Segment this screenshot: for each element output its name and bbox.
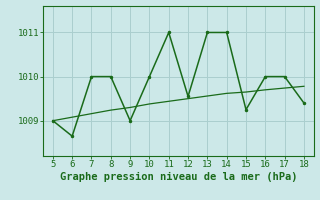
X-axis label: Graphe pression niveau de la mer (hPa): Graphe pression niveau de la mer (hPa) — [60, 172, 297, 182]
